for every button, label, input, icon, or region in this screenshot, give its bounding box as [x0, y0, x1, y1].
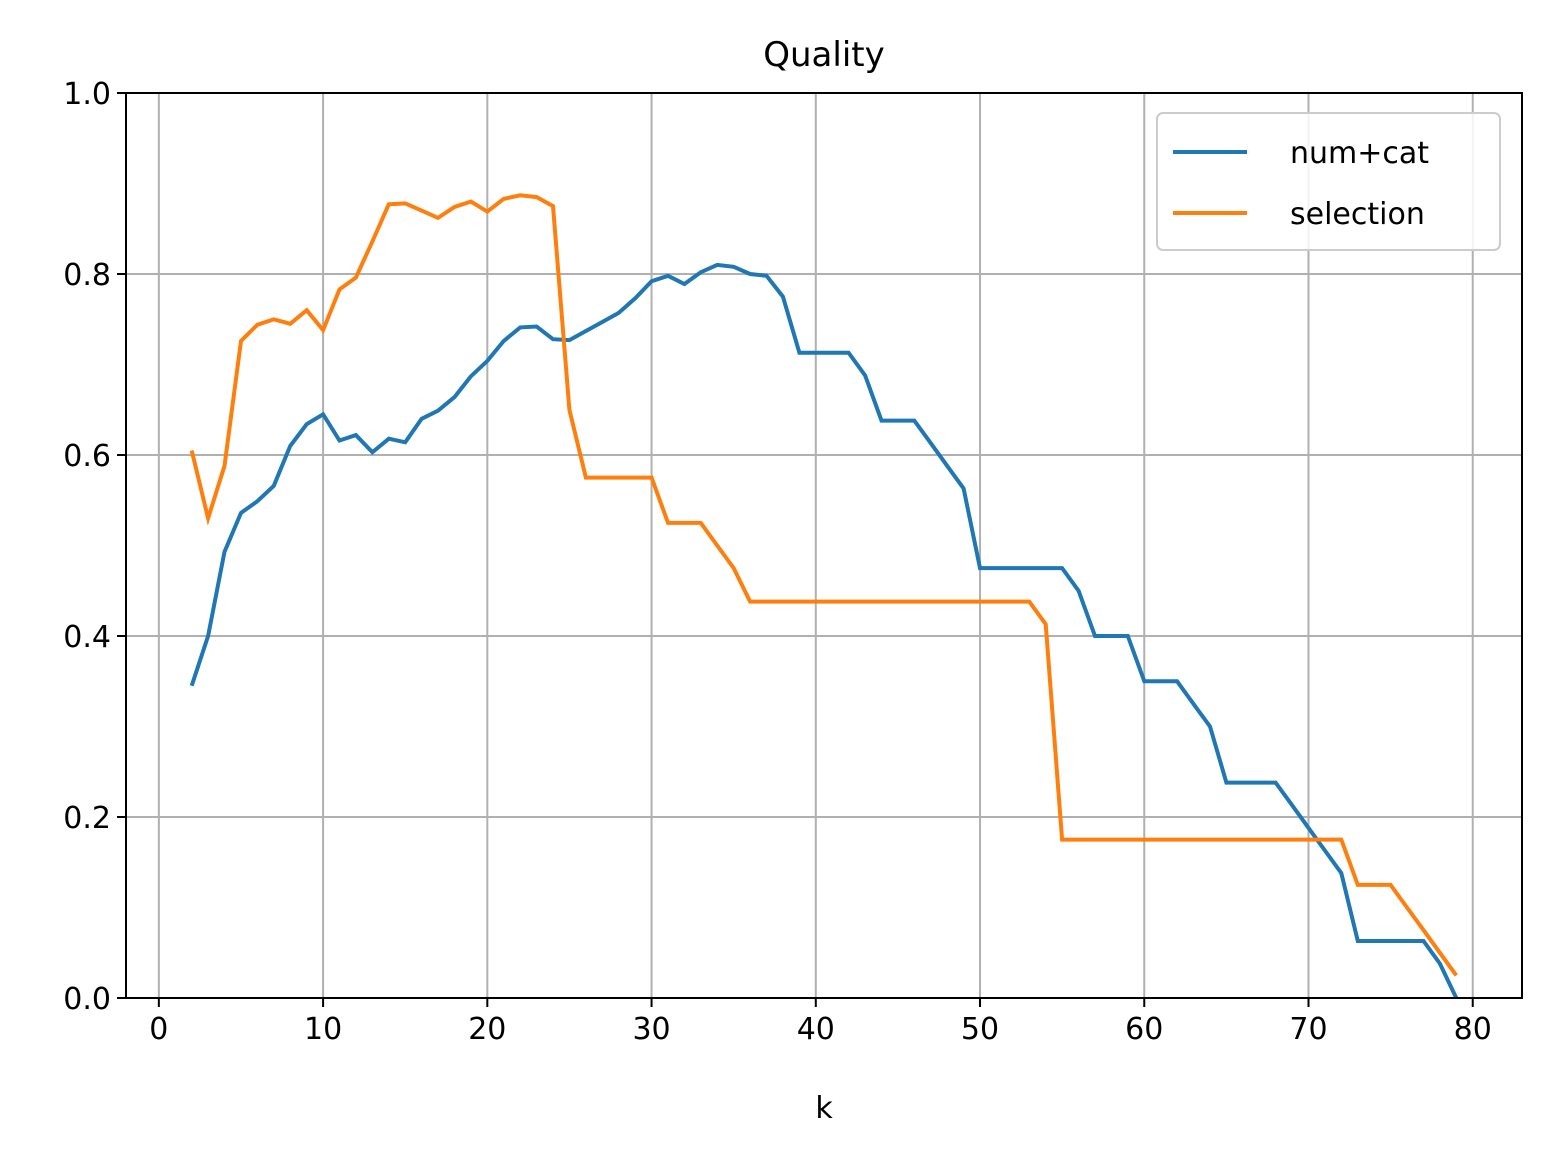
x-tick-label: 0 — [149, 1012, 168, 1047]
y-tick-label: 0.4 — [63, 620, 111, 655]
legend-frame — [1156, 112, 1501, 251]
series-line-num-cat — [189, 262, 1459, 999]
y-tick-label: 0.2 — [63, 801, 111, 836]
series-lines — [189, 193, 1459, 999]
axis-ticks: 0 10 20 30 40 50 60 70 80 0.0 0.2 0.4 0.6 0.8 1.0 — [63, 77, 1492, 1047]
plot-frame — [125, 92, 1523, 999]
x-tick-label: 30 — [632, 1012, 670, 1047]
legend-label-num-cat: num+cat — [1290, 136, 1429, 171]
y-tick-label: 0.0 — [63, 982, 111, 1017]
y-tick-label: 0.8 — [63, 258, 111, 293]
y-tick-label: 0.6 — [63, 439, 111, 474]
x-tick-label: 70 — [1289, 1012, 1327, 1047]
legend: num+cat selection — [1156, 112, 1501, 251]
series-line-selection — [189, 193, 1458, 977]
x-axis-label: k — [815, 1091, 833, 1126]
x-tick-label: 10 — [304, 1012, 342, 1047]
x-tick-label: 50 — [961, 1012, 999, 1047]
x-tick-label: 60 — [1125, 1012, 1163, 1047]
chart-title: Quality — [763, 35, 885, 75]
x-tick-label: 20 — [468, 1012, 506, 1047]
x-tick-label: 40 — [797, 1012, 835, 1047]
x-tick-label: 80 — [1454, 1012, 1492, 1047]
legend-label-selection: selection — [1290, 197, 1425, 232]
y-tick-label: 1.0 — [63, 77, 111, 112]
